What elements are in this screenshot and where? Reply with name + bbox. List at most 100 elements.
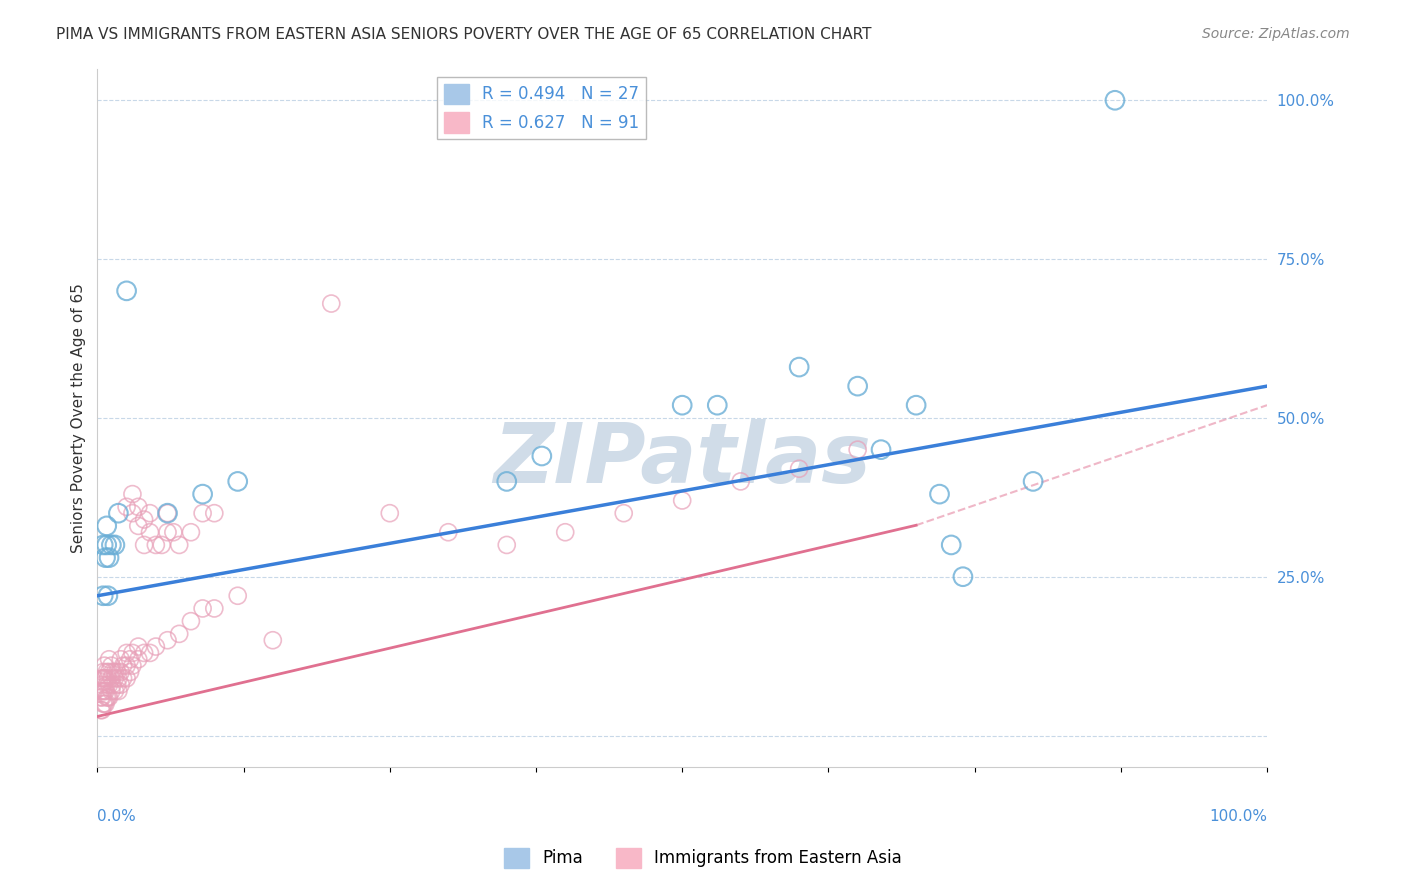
Point [162,525,184,540]
Point [90,703,112,717]
Point [98,550,121,565]
Point [139,646,162,660]
Point [226,589,249,603]
Point [96,519,118,533]
Text: ZIPatlas: ZIPatlas [494,419,872,500]
Point [495,475,517,489]
Point [91,589,114,603]
Text: 0.0%: 0.0% [97,809,136,824]
Point [121,487,143,501]
Point [100,684,122,698]
Point [495,538,517,552]
Point [94,697,117,711]
Point [93,671,115,685]
Point [105,665,128,679]
Point [94,671,117,685]
Point [202,601,225,615]
Point [93,697,115,711]
Point [321,296,343,310]
Point [134,512,156,526]
Point [156,633,179,648]
Point [93,684,115,698]
Text: PIMA VS IMMIGRANTS FROM EASTERN ASIA SENIORS POVERTY OVER THE AGE OF 65 CORRELAT: PIMA VS IMMIGRANTS FROM EASTERN ASIA SEN… [56,27,872,42]
Point [93,658,115,673]
Point [107,671,129,685]
Point [150,538,173,552]
Point [112,671,135,685]
Point [100,671,122,685]
Point [191,506,214,520]
Point [94,550,117,565]
Point [134,646,156,660]
Point [91,684,114,698]
Point [104,538,127,552]
Point [870,442,893,457]
Point [121,506,143,520]
Point [101,678,124,692]
Point [1104,93,1126,107]
Point [110,665,132,679]
Point [98,665,121,679]
Point [191,601,214,615]
Point [191,487,214,501]
Point [91,671,114,685]
Point [437,525,460,540]
Point [613,506,636,520]
Point [167,627,190,641]
Point [98,678,121,692]
Point [115,284,138,298]
Point [96,538,118,552]
Point [121,658,143,673]
Point [180,614,202,628]
Point [262,633,284,648]
Legend: R = 0.494   N = 27, R = 0.627   N = 91: R = 0.494 N = 27, R = 0.627 N = 91 [437,77,647,139]
Point [100,658,122,673]
Point [127,500,149,514]
Point [671,398,693,412]
Point [202,506,225,520]
Point [167,538,190,552]
Point [127,519,149,533]
Point [156,525,179,540]
Point [134,538,156,552]
Text: 100.0%: 100.0% [1209,809,1267,824]
Text: Source: ZipAtlas.com: Source: ZipAtlas.com [1202,27,1350,41]
Point [90,684,112,698]
Point [96,690,118,705]
Point [97,589,120,603]
Point [107,684,129,698]
Point [97,671,120,685]
Point [787,461,810,475]
Point [180,525,202,540]
Point [104,671,127,685]
Point [121,646,143,660]
Point [127,640,149,654]
Point [105,678,128,692]
Point [127,652,149,666]
Point [101,665,124,679]
Point [115,658,138,673]
Point [120,652,142,666]
Point [91,690,114,705]
Point [378,506,401,520]
Point [941,538,963,552]
Point [104,665,127,679]
Point [846,442,869,457]
Y-axis label: Seniors Poverty Over the Age of 65: Seniors Poverty Over the Age of 65 [72,283,86,553]
Point [671,493,693,508]
Point [100,538,122,552]
Point [112,658,135,673]
Point [104,684,127,698]
Legend: Pima, Immigrants from Eastern Asia: Pima, Immigrants from Eastern Asia [498,841,908,875]
Point [91,671,114,685]
Point [115,671,138,685]
Point [97,690,120,705]
Point [91,703,114,717]
Point [91,678,114,692]
Point [145,538,167,552]
Point [145,640,167,654]
Point [91,697,114,711]
Point [91,538,114,552]
Point [846,379,869,393]
Point [706,398,728,412]
